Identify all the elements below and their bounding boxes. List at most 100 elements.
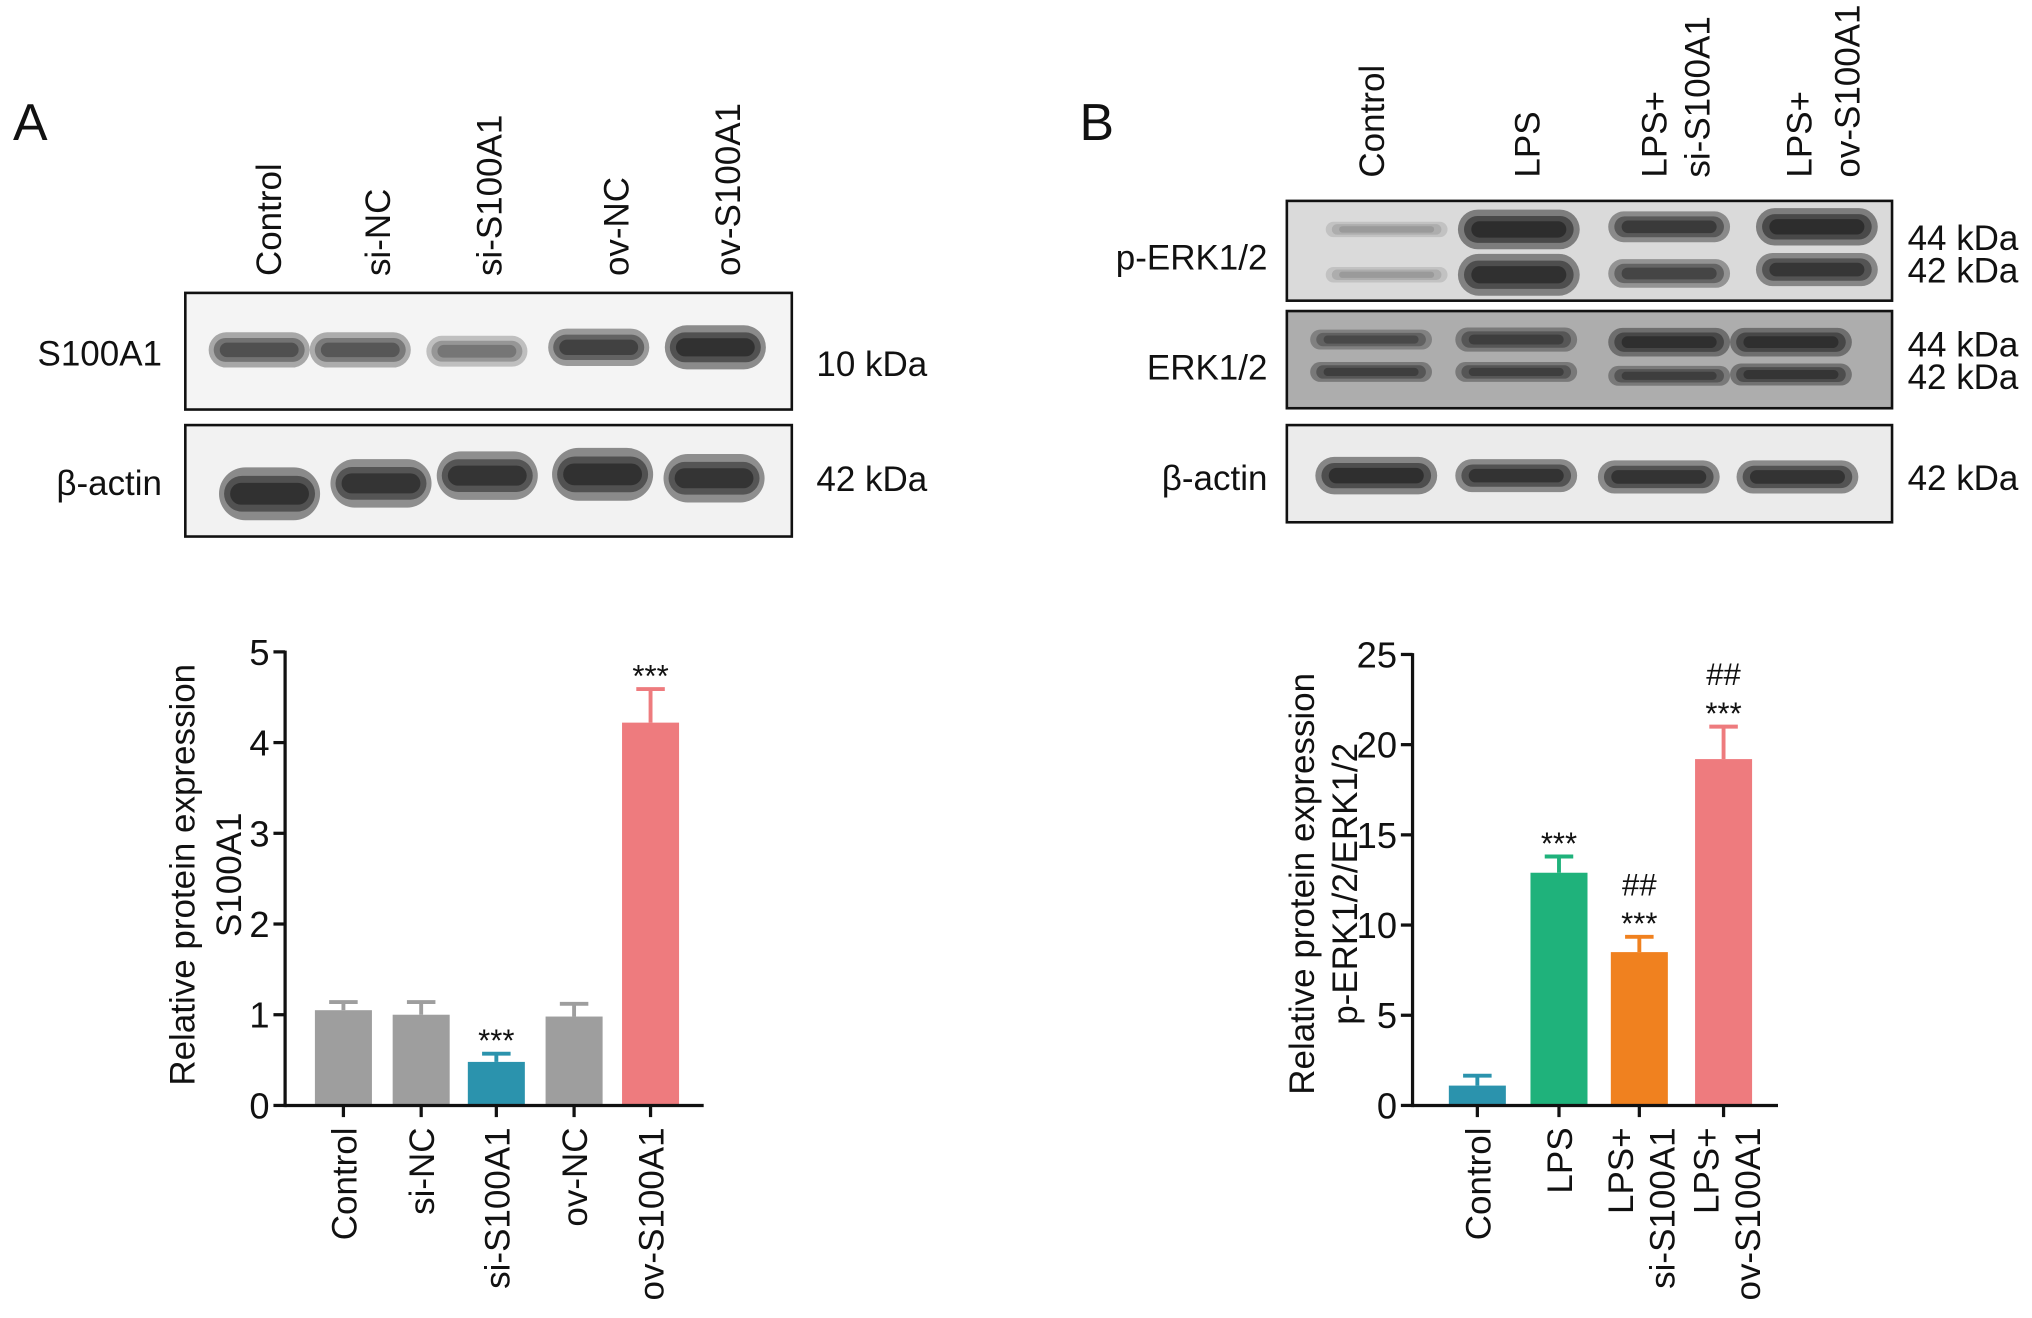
band-layer [447, 465, 527, 486]
band-layer [1743, 370, 1839, 380]
band-layer [1463, 260, 1574, 289]
band-layer [1323, 335, 1419, 344]
y-axis-label: p-ERK1/2/ERK1/2 [1326, 743, 1365, 1025]
band-layer [1455, 327, 1578, 352]
band-layer [1461, 365, 1572, 379]
protein-band [1455, 362, 1578, 382]
protein-band [309, 332, 411, 368]
band-layer [1621, 371, 1717, 380]
lane-label: ov-S100A1 [709, 103, 748, 276]
significance-mark: ## [1622, 867, 1657, 902]
y-tick-label: 0 [1377, 1085, 1397, 1126]
bar [1448, 1085, 1506, 1106]
band-layer [437, 344, 517, 358]
band-layer [1621, 267, 1717, 280]
band-layer [548, 328, 650, 367]
band-layer [1749, 470, 1845, 484]
y-tick-label: 10 [1357, 905, 1397, 946]
band-layer [1608, 365, 1731, 386]
band-layer [1471, 221, 1567, 238]
blot-frame [1285, 423, 1894, 524]
x-tick-label: si-NC [403, 1127, 442, 1214]
protein-band [1608, 365, 1731, 386]
band-layer [669, 332, 761, 363]
lane-label: LPS+ [1636, 91, 1675, 178]
lane-label: si-S100A1 [1678, 16, 1717, 177]
y-axis-label: Relative protein expression [1283, 673, 1322, 1095]
bar [392, 1014, 450, 1106]
y-tick-label: 20 [1357, 725, 1397, 766]
x-tick-label: LPS [1541, 1127, 1580, 1193]
blot-membrane [1286, 425, 1893, 523]
blot-frame [184, 291, 794, 411]
band-layer [1323, 367, 1419, 377]
band-layer [1328, 467, 1424, 484]
band-layer [1614, 216, 1724, 238]
band-layer [219, 467, 321, 521]
blot-membrane [185, 292, 792, 410]
y-tick-label: 5 [249, 632, 269, 673]
protein-band [426, 335, 528, 367]
bar [622, 722, 680, 1106]
blot-row-label: β-actin [1162, 459, 1268, 498]
band-layer [1310, 362, 1432, 382]
band-layer [309, 332, 411, 368]
lane-label: si-NC [359, 189, 398, 276]
lane-label: LPS [1509, 111, 1548, 177]
lane-label: Control [1353, 65, 1392, 178]
lane-label: LPS+ [1781, 91, 1820, 178]
band-layer [441, 459, 533, 493]
blot-membrane [1286, 311, 1893, 409]
band-layer [1455, 362, 1578, 382]
protein-band [1730, 327, 1852, 357]
y-axis-label: S100A1 [210, 813, 249, 937]
blot-row-label: p-ERK1/2 [1116, 239, 1268, 278]
band-layer [1468, 468, 1564, 483]
band-layer [1597, 460, 1720, 494]
protein-band [1310, 362, 1432, 382]
significance-mark: *** [1621, 906, 1657, 941]
blot-row: S100A1 10 kDa [38, 291, 928, 411]
bar-chart-panel-b: *** ## *** ## *** 0 5 10 15 20 25 Control LPS LPS+ si-… [1283, 634, 1778, 1301]
band-layer [674, 468, 754, 489]
bar [314, 1010, 372, 1106]
significance-mark: *** [478, 1023, 514, 1058]
blot-frame [1285, 309, 1894, 410]
blot-frame [184, 423, 794, 538]
protein-band [1730, 363, 1852, 386]
protein-band [208, 332, 310, 368]
blot-row-label: S100A1 [38, 334, 162, 373]
protein-band [436, 451, 538, 500]
band-layer [1325, 221, 1448, 238]
western-blot-panel-a: Control si-NC si-S100A1 ov-NC ov-S100A1 S100A… [38, 103, 928, 538]
y-tick-label: 1 [249, 995, 269, 1036]
molecular-weight-marker: 42 kDa [1908, 358, 2019, 397]
bar-chart-panel-a: *** *** 0 1 2 3 4 5 Control si-NC si-S100A1 ov-NC ov… [163, 632, 704, 1301]
x-tick-label: Control [1459, 1127, 1498, 1240]
y-axis-label: Relative protein expression [163, 664, 202, 1086]
band-layer [1457, 253, 1580, 296]
blot-row: β-actin 42 kDa [56, 423, 928, 538]
protein-band [1325, 267, 1448, 283]
molecular-weight-marker: 42 kDa [1908, 459, 2019, 498]
molecular-weight-marker: 10 kDa [816, 345, 927, 384]
protein-band [1325, 221, 1448, 238]
band-layer [320, 342, 400, 358]
band-layer [559, 339, 639, 356]
panel-label-b: B [1080, 93, 1115, 151]
band-layer [1471, 266, 1567, 284]
y-tick-label: 15 [1357, 815, 1397, 856]
band-layer [1461, 464, 1572, 487]
molecular-weight-marker: 42 kDa [816, 460, 927, 499]
significance-mark: *** [1541, 826, 1577, 861]
band-layer [1608, 327, 1731, 357]
band-layer [1457, 209, 1580, 250]
lane-label: ov-S100A1 [1829, 5, 1868, 178]
protein-band [663, 453, 765, 503]
protein-band [1755, 208, 1878, 246]
protein-band [1736, 460, 1859, 494]
protein-band [1597, 460, 1720, 494]
significance-mark: *** [1705, 696, 1741, 731]
band-layer [1603, 465, 1714, 489]
band-layer [1769, 262, 1865, 277]
